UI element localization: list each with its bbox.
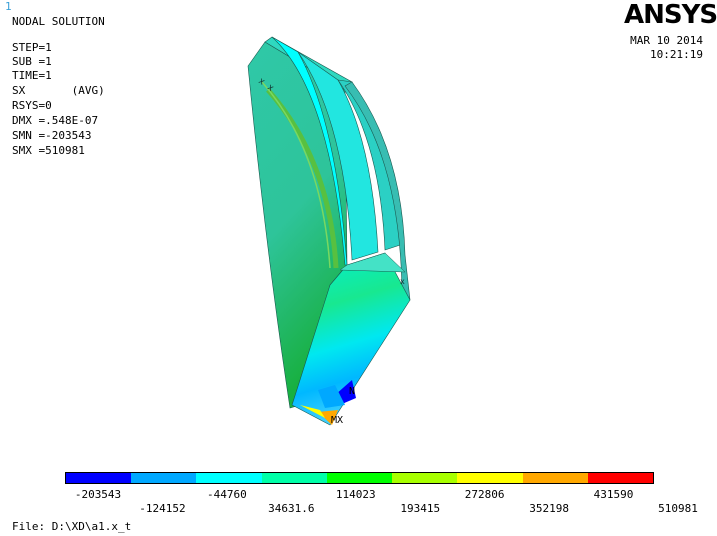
plot-time: 10:21:19 — [650, 48, 703, 61]
min-marker: N — [349, 386, 356, 397]
file-path: File: D:\XD\a1.x_t — [12, 520, 132, 533]
info-smx: SMX =510981 — [12, 144, 85, 157]
legend-band-1 — [131, 473, 197, 483]
legend-band-3 — [261, 473, 327, 483]
window-number: 1 — [5, 0, 12, 13]
legend-band-0 — [66, 473, 132, 483]
svg-text:x: x — [400, 277, 405, 286]
info-step: STEP=1 — [12, 41, 52, 54]
front-top-bevel — [339, 252, 406, 273]
legend-label-upper-0: -203543 — [74, 488, 122, 501]
legend-label-upper-4: 431590 — [593, 488, 634, 501]
legend-band-8 — [587, 473, 653, 483]
info-smn: SMN =-203543 — [12, 129, 92, 142]
ansys-logo: ANSYS — [624, 0, 717, 30]
legend-label-lower-1: 34631.6 — [268, 502, 315, 515]
outer-face-2 — [297, 51, 379, 261]
outer-face-1 — [271, 36, 348, 266]
groove-edge — [261, 81, 331, 269]
info-time: TIME=1 — [12, 69, 52, 82]
legend-label-lower-3: 352198 — [529, 502, 569, 515]
max-marker: MX — [331, 415, 344, 426]
plot-date: MAR 10 2014 — [630, 34, 703, 47]
legend-band-6 — [457, 473, 523, 483]
contour-legend-bar — [65, 472, 654, 484]
low-region — [318, 385, 345, 408]
max-region — [318, 410, 338, 425]
info-sub: SUB =1 — [12, 55, 52, 68]
legend-label-upper-3: 272806 — [464, 488, 505, 501]
legend-label-lower-0: -124152 — [139, 502, 186, 515]
legend-band-2 — [196, 473, 262, 483]
info-item: SX (AVG) — [12, 84, 105, 97]
info-dmx: DMX =.548E-07 — [12, 114, 99, 127]
info-rsys: RSYS=0 — [12, 99, 52, 112]
legend-band-4 — [326, 473, 393, 483]
legend-band-7 — [522, 473, 588, 483]
legend-band-5 — [392, 473, 458, 483]
plot-title: NODAL SOLUTION — [12, 15, 105, 28]
legend-label-upper-2: 114023 — [335, 488, 376, 501]
legend-label-lower-2: 193415 — [400, 502, 441, 515]
high-region — [300, 405, 325, 418]
legend-label-lower-4: 510981 — [658, 502, 698, 515]
legend-label-upper-1: -44760 — [207, 488, 247, 501]
